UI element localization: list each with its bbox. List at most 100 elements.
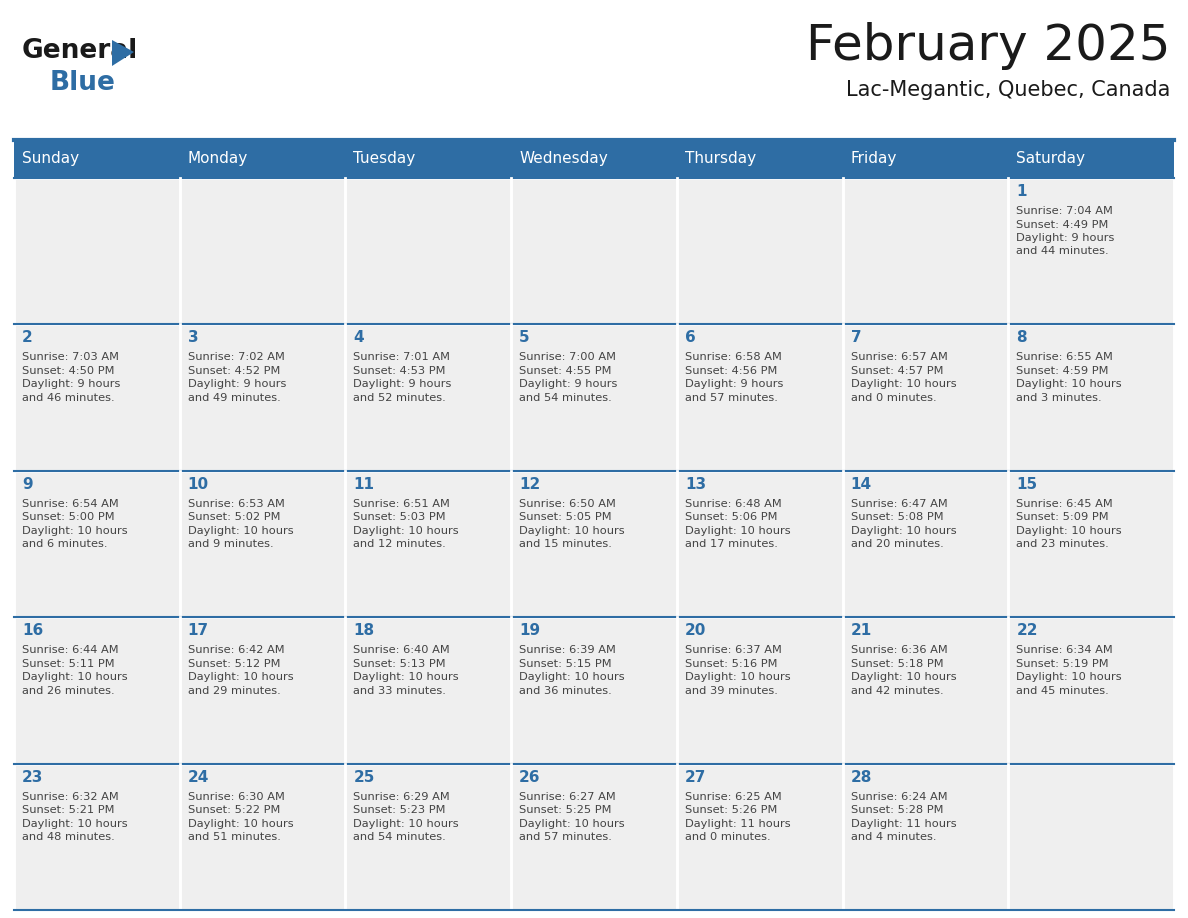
Text: and 44 minutes.: and 44 minutes. (1016, 247, 1108, 256)
Bar (842, 764, 1009, 910)
Text: and 54 minutes.: and 54 minutes. (353, 832, 447, 842)
Text: Sunset: 5:18 PM: Sunset: 5:18 PM (851, 659, 943, 668)
Bar (1009, 140, 1174, 178)
Text: Sunrise: 6:55 AM: Sunrise: 6:55 AM (1016, 353, 1113, 363)
Bar (14, 471, 179, 617)
Bar (1009, 617, 1174, 764)
Bar (346, 471, 511, 617)
Text: 10: 10 (188, 476, 209, 492)
Text: Daylight: 10 hours: Daylight: 10 hours (1016, 379, 1121, 389)
Text: Daylight: 9 hours: Daylight: 9 hours (519, 379, 618, 389)
Bar (511, 178, 677, 324)
Bar (842, 471, 1009, 617)
Text: 5: 5 (519, 330, 530, 345)
Text: Sunset: 4:53 PM: Sunset: 4:53 PM (353, 366, 446, 375)
Text: 24: 24 (188, 769, 209, 785)
Text: Daylight: 10 hours: Daylight: 10 hours (851, 526, 956, 536)
Bar (346, 764, 511, 910)
Text: Daylight: 10 hours: Daylight: 10 hours (519, 526, 625, 536)
Text: Sunset: 5:12 PM: Sunset: 5:12 PM (188, 659, 280, 668)
Text: Daylight: 10 hours: Daylight: 10 hours (519, 819, 625, 829)
Text: Friday: Friday (851, 151, 897, 166)
Text: Saturday: Saturday (1016, 151, 1086, 166)
Text: Daylight: 10 hours: Daylight: 10 hours (1016, 672, 1121, 682)
Text: and 52 minutes.: and 52 minutes. (353, 393, 447, 403)
Text: 26: 26 (519, 769, 541, 785)
Text: 4: 4 (353, 330, 364, 345)
Text: 28: 28 (851, 769, 872, 785)
Bar (346, 178, 511, 324)
Text: and 29 minutes.: and 29 minutes. (188, 686, 280, 696)
Text: Sunset: 5:19 PM: Sunset: 5:19 PM (1016, 659, 1108, 668)
Text: Sunset: 5:03 PM: Sunset: 5:03 PM (353, 512, 446, 522)
Text: Sunset: 4:57 PM: Sunset: 4:57 PM (851, 366, 943, 375)
Text: 17: 17 (188, 623, 209, 638)
Text: Sunset: 5:00 PM: Sunset: 5:00 PM (23, 512, 114, 522)
Text: 6: 6 (684, 330, 696, 345)
Text: Daylight: 10 hours: Daylight: 10 hours (684, 526, 790, 536)
Bar (1009, 324, 1174, 471)
Text: Sunset: 5:25 PM: Sunset: 5:25 PM (519, 805, 612, 815)
Text: Sunset: 5:02 PM: Sunset: 5:02 PM (188, 512, 280, 522)
Bar (179, 764, 346, 910)
Text: 2: 2 (23, 330, 33, 345)
Bar (511, 764, 677, 910)
Text: and 46 minutes.: and 46 minutes. (23, 393, 114, 403)
Text: 20: 20 (684, 623, 706, 638)
Text: and 23 minutes.: and 23 minutes. (1016, 539, 1110, 549)
Text: 13: 13 (684, 476, 706, 492)
Text: Sunrise: 6:40 AM: Sunrise: 6:40 AM (353, 645, 450, 655)
Text: and 20 minutes.: and 20 minutes. (851, 539, 943, 549)
Text: Sunset: 5:11 PM: Sunset: 5:11 PM (23, 659, 114, 668)
Text: February 2025: February 2025 (805, 22, 1170, 70)
Text: 12: 12 (519, 476, 541, 492)
Bar (842, 324, 1009, 471)
Text: Sunset: 5:21 PM: Sunset: 5:21 PM (23, 805, 114, 815)
Text: Daylight: 9 hours: Daylight: 9 hours (1016, 233, 1114, 243)
Bar (842, 617, 1009, 764)
Text: and 57 minutes.: and 57 minutes. (684, 393, 778, 403)
Bar (346, 140, 511, 178)
Text: Sunset: 4:56 PM: Sunset: 4:56 PM (684, 366, 777, 375)
Bar (14, 178, 179, 324)
Polygon shape (112, 40, 134, 66)
Text: Sunrise: 6:25 AM: Sunrise: 6:25 AM (684, 791, 782, 801)
Text: 22: 22 (1016, 623, 1038, 638)
Bar (677, 617, 842, 764)
Text: Daylight: 10 hours: Daylight: 10 hours (353, 672, 459, 682)
Text: Daylight: 10 hours: Daylight: 10 hours (23, 672, 127, 682)
Text: Sunrise: 6:44 AM: Sunrise: 6:44 AM (23, 645, 119, 655)
Text: Sunrise: 6:54 AM: Sunrise: 6:54 AM (23, 498, 119, 509)
Text: Sunset: 4:50 PM: Sunset: 4:50 PM (23, 366, 114, 375)
Bar (346, 324, 511, 471)
Text: Daylight: 10 hours: Daylight: 10 hours (188, 526, 293, 536)
Text: and 6 minutes.: and 6 minutes. (23, 539, 107, 549)
Text: Sunrise: 6:42 AM: Sunrise: 6:42 AM (188, 645, 284, 655)
Text: Daylight: 10 hours: Daylight: 10 hours (23, 526, 127, 536)
Text: Wednesday: Wednesday (519, 151, 608, 166)
Text: and 51 minutes.: and 51 minutes. (188, 832, 280, 842)
Bar (14, 764, 179, 910)
Bar (677, 140, 842, 178)
Bar (1009, 471, 1174, 617)
Text: and 12 minutes.: and 12 minutes. (353, 539, 447, 549)
Text: Sunrise: 6:48 AM: Sunrise: 6:48 AM (684, 498, 782, 509)
Text: Daylight: 11 hours: Daylight: 11 hours (684, 819, 790, 829)
Text: 21: 21 (851, 623, 872, 638)
Bar (842, 140, 1009, 178)
Bar (677, 178, 842, 324)
Text: Daylight: 9 hours: Daylight: 9 hours (188, 379, 286, 389)
Text: Sunset: 5:06 PM: Sunset: 5:06 PM (684, 512, 777, 522)
Bar (677, 471, 842, 617)
Bar (1009, 178, 1174, 324)
Text: Tuesday: Tuesday (353, 151, 416, 166)
Text: Sunset: 5:08 PM: Sunset: 5:08 PM (851, 512, 943, 522)
Text: 3: 3 (188, 330, 198, 345)
Text: Blue: Blue (50, 70, 116, 96)
Text: Sunset: 5:05 PM: Sunset: 5:05 PM (519, 512, 612, 522)
Bar (14, 617, 179, 764)
Text: Sunset: 5:26 PM: Sunset: 5:26 PM (684, 805, 777, 815)
Bar (179, 140, 346, 178)
Text: Sunday: Sunday (23, 151, 80, 166)
Text: 23: 23 (23, 769, 44, 785)
